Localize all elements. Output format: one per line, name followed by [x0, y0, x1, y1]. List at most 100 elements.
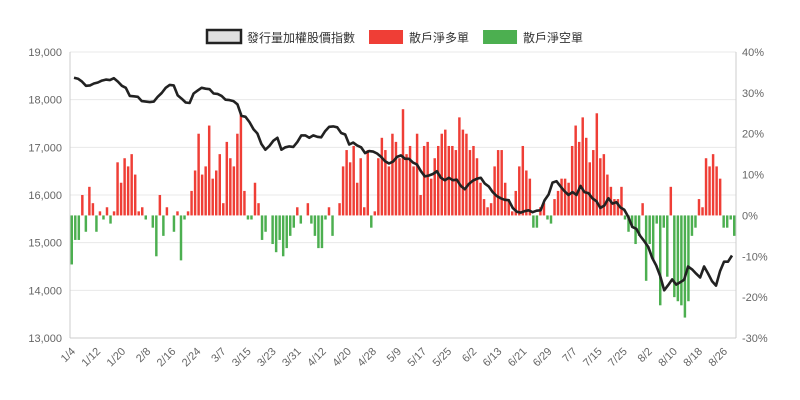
long-bar	[355, 182, 359, 216]
left-tick-label: 19,000	[28, 47, 62, 59]
long-bar	[193, 170, 197, 216]
long-bar	[437, 145, 440, 216]
long-bar	[521, 145, 525, 216]
left-tick-label: 13,000	[28, 333, 62, 345]
long-bar	[570, 145, 574, 216]
long-bar	[556, 190, 560, 216]
long-bar	[119, 182, 123, 216]
long-bar	[701, 207, 704, 216]
short-bar	[77, 215, 81, 240]
short-bar	[733, 215, 736, 236]
right-tick-label: 0%	[742, 210, 758, 222]
short-bar	[651, 215, 655, 261]
long-bar	[426, 141, 429, 216]
legend-label: 發行量加權股價指數	[247, 30, 355, 45]
short-bar	[144, 215, 147, 220]
long-bar	[384, 150, 387, 216]
long-bar	[415, 133, 419, 216]
long-bar	[363, 207, 366, 216]
long-bar	[479, 182, 482, 216]
long-bar	[525, 170, 528, 216]
short-bar	[299, 215, 303, 224]
long-bar	[165, 207, 169, 216]
long-bar	[489, 203, 493, 216]
long-bar	[200, 174, 204, 216]
short-bar	[627, 215, 630, 232]
long-bar	[620, 186, 623, 216]
long-bar	[454, 150, 458, 216]
long-bar	[563, 178, 567, 216]
long-bar	[669, 186, 673, 216]
long-bar	[398, 158, 401, 216]
long-bar	[553, 199, 556, 216]
right-tick-label: 20%	[742, 129, 764, 141]
short-bar	[630, 215, 634, 228]
short-bar	[655, 215, 658, 224]
short-bar	[324, 215, 327, 220]
short-bar	[666, 215, 669, 277]
long-bar	[704, 158, 708, 216]
short-bar	[285, 215, 288, 249]
legend-item[interactable]: 散戶淨多單	[369, 30, 469, 45]
long-bar	[715, 166, 718, 216]
short-bar	[310, 215, 313, 224]
legend-item[interactable]: 散戶淨空單	[483, 30, 583, 45]
long-bar	[592, 150, 595, 216]
short-bar	[289, 215, 292, 236]
x-tick-label: 1/12	[80, 346, 104, 370]
bar-series	[70, 109, 736, 318]
long-bar	[81, 195, 84, 216]
short-bar	[549, 215, 553, 224]
left-tick-label: 16,000	[28, 190, 62, 202]
long-bar	[496, 150, 500, 216]
x-tick-label: 1/20	[105, 346, 129, 370]
long-bar	[373, 211, 377, 216]
legend-swatch	[369, 30, 404, 44]
long-bar	[440, 133, 443, 216]
short-bar	[331, 215, 334, 236]
short-bar	[109, 215, 112, 224]
long-bar	[112, 211, 116, 216]
legend-item[interactable]: 發行量加權股價指數	[205, 28, 355, 45]
long-bar	[377, 158, 380, 216]
long-bar	[444, 129, 447, 216]
short-bar	[532, 215, 535, 228]
x-tick-label: 6/13	[481, 346, 505, 370]
short-bar	[662, 215, 665, 228]
long-bar	[327, 207, 331, 216]
x-tick-label: 5/25	[431, 346, 455, 370]
left-tick-label: 18,000	[28, 95, 62, 107]
right-tick-label: -10%	[742, 251, 768, 263]
long-bar	[359, 158, 362, 216]
x-tick-label: 6/2	[460, 346, 479, 365]
long-bar	[186, 211, 190, 216]
short-bar	[637, 215, 641, 236]
long-bar	[486, 207, 489, 216]
long-bar	[137, 211, 140, 216]
x-tick-label: 8/26	[706, 346, 730, 370]
left-tick-label: 15,000	[28, 238, 62, 250]
long-bar	[408, 145, 412, 216]
x-tick-label: 5/17	[406, 346, 430, 370]
short-bar	[680, 215, 683, 306]
x-tick-label: 4/28	[355, 346, 379, 370]
short-bar	[320, 215, 324, 249]
long-bar	[567, 182, 570, 216]
legend-label: 散戶淨空單	[523, 30, 583, 45]
short-bar	[183, 215, 186, 220]
long-bar	[500, 150, 503, 216]
short-bar	[722, 215, 725, 228]
short-bar	[644, 215, 648, 281]
short-bar	[246, 215, 250, 220]
x-tick-label: 8/10	[656, 346, 680, 370]
long-bar	[105, 207, 109, 216]
left-tick-label: 17,000	[28, 142, 62, 154]
long-bar	[595, 113, 599, 216]
long-bar	[581, 117, 584, 216]
short-bar	[70, 215, 73, 265]
short-bar	[162, 215, 165, 236]
short-bar	[84, 215, 88, 232]
short-bar	[271, 215, 274, 245]
short-bar	[250, 215, 253, 220]
